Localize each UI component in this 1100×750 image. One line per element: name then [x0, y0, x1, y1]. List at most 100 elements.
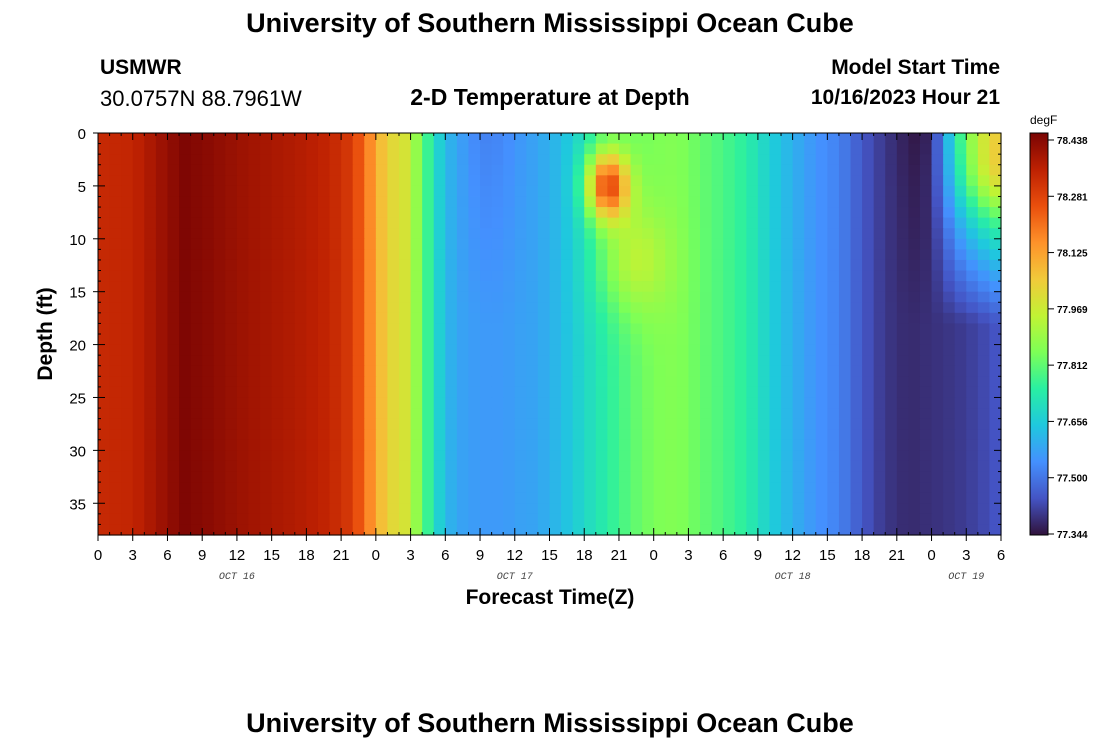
heatmap-cell [526, 175, 539, 187]
heatmap-cell [144, 492, 157, 504]
heatmap-cell [595, 524, 608, 536]
heatmap-cell [410, 302, 423, 314]
heatmap-cell [167, 460, 180, 473]
heatmap-cell [352, 312, 365, 325]
heatmap-cell [919, 450, 933, 462]
heatmap-cell [271, 302, 284, 314]
heatmap-cell [433, 471, 446, 483]
heatmap-cell [399, 513, 412, 526]
heatmap-cell [966, 154, 979, 166]
heatmap-cell [179, 312, 192, 325]
heatmap-cell [491, 281, 504, 293]
heatmap-cell [700, 376, 713, 388]
heatmap-cell [144, 482, 157, 494]
heatmap-cell [294, 312, 307, 325]
heatmap-cell [144, 460, 157, 473]
heatmap-cell [757, 365, 771, 377]
heatmap-cell [364, 291, 377, 303]
heatmap-cell [375, 228, 389, 240]
heatmap-cell [896, 302, 909, 314]
heatmap-cell [954, 418, 967, 430]
heatmap-cell [341, 143, 354, 155]
heatmap-cell [642, 323, 655, 335]
heatmap-cell [317, 154, 331, 166]
heatmap-cell [781, 302, 794, 314]
heatmap-cell [329, 217, 342, 229]
heatmap-cell [121, 302, 134, 314]
heatmap-cell [584, 471, 597, 483]
heatmap-cell [144, 334, 157, 346]
heatmap-cell [399, 524, 412, 536]
heatmap-cell [989, 249, 1002, 261]
heatmap-cell [896, 408, 909, 420]
heatmap-cell [306, 238, 319, 250]
heatmap-cell [954, 154, 967, 166]
heatmap-cell [526, 524, 539, 536]
heatmap-cell [248, 471, 261, 483]
heatmap-cell [132, 334, 145, 346]
heatmap-cell [213, 482, 226, 494]
heatmap-cell [537, 386, 551, 399]
heatmap-cell [734, 408, 747, 420]
heatmap-cell [190, 238, 203, 250]
heatmap-cell [908, 143, 921, 155]
heatmap-cell [757, 408, 771, 420]
heatmap-cell [653, 207, 666, 219]
heatmap-cell [514, 270, 527, 282]
heatmap-cell [213, 408, 226, 420]
heatmap-cell [271, 376, 284, 388]
heatmap-cell [584, 270, 597, 282]
station-name: USMWR [100, 56, 182, 79]
heatmap-cell [364, 471, 377, 483]
heatmap-cell [480, 312, 493, 325]
heatmap-cell [387, 334, 400, 346]
heatmap-cell [954, 376, 967, 388]
heatmap-cell [723, 238, 736, 250]
heatmap-cell [248, 450, 261, 462]
heatmap-cell [746, 482, 759, 494]
heatmap-cell [572, 355, 585, 367]
heatmap-cell [630, 503, 643, 515]
heatmap-cell [804, 503, 817, 515]
heatmap-cell [584, 397, 597, 409]
heatmap-cell [850, 524, 863, 536]
heatmap-cell [514, 503, 527, 515]
heatmap-cell [260, 365, 273, 377]
heatmap-cell [977, 471, 991, 483]
heatmap-cell [792, 175, 805, 187]
heatmap-cell [919, 291, 933, 303]
heatmap-cell [399, 355, 412, 367]
heatmap-cell [271, 207, 284, 219]
heatmap-cell [514, 418, 527, 430]
heatmap-cell [167, 259, 180, 272]
heatmap-cell [179, 175, 192, 187]
heatmap-cell [98, 376, 111, 388]
heatmap-cell [375, 418, 389, 430]
heatmap-cell [723, 460, 736, 473]
heatmap-cell [155, 312, 169, 325]
heatmap-cell [179, 513, 192, 526]
heatmap-cell [885, 471, 898, 483]
heatmap-cell [908, 164, 921, 176]
heatmap-cell [618, 228, 632, 240]
heatmap-cell [642, 291, 655, 303]
heatmap-cell [213, 429, 226, 441]
heatmap-cell [804, 492, 817, 504]
heatmap-cell [271, 471, 284, 483]
heatmap-cell [132, 196, 145, 208]
heatmap-cell [225, 439, 238, 451]
heatmap-cell [236, 355, 250, 367]
heatmap-cell [584, 513, 597, 526]
heatmap-cell [317, 482, 331, 494]
heatmap-cell [179, 238, 192, 250]
heatmap-cell [838, 238, 852, 250]
heatmap-cell [584, 175, 597, 187]
heatmap-cell [757, 429, 771, 441]
heatmap-cell [537, 397, 551, 409]
heatmap-cell [896, 312, 909, 325]
heatmap-cell [468, 460, 481, 473]
heatmap-cell [757, 259, 771, 272]
heatmap-cell [317, 503, 331, 515]
heatmap-cell [781, 196, 794, 208]
heatmap-cell [827, 196, 840, 208]
